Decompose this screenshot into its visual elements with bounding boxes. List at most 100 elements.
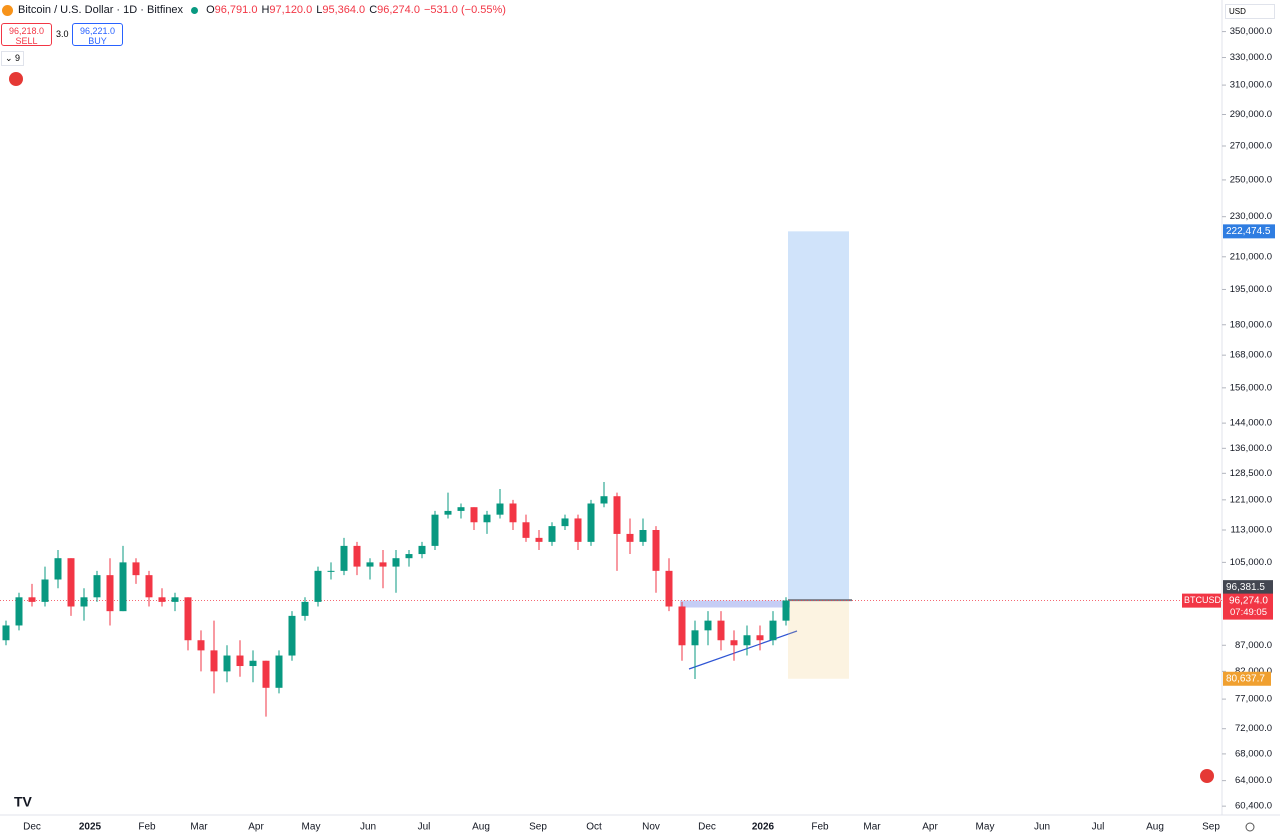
sell-label: SELL [15, 36, 38, 46]
x-tick-label: Dec [698, 822, 716, 833]
y-tick-label: 350,000.0 [1230, 26, 1272, 37]
candle-body [119, 562, 127, 612]
candle-body [470, 507, 478, 523]
y-tick-label: 105,000.0 [1230, 557, 1272, 568]
alert-dot[interactable] [1200, 769, 1214, 783]
x-tick-label: Jun [1034, 822, 1050, 833]
candle-body [28, 597, 36, 602]
candle-body [262, 660, 270, 688]
candle-body [288, 615, 296, 656]
x-tick-label: Jul [418, 822, 431, 833]
y-tick-label: 210,000.0 [1230, 251, 1272, 262]
candle-body [93, 575, 101, 598]
y-tick-label: 180,000.0 [1230, 319, 1272, 330]
buy-label: BUY [88, 36, 107, 46]
candle-body [379, 562, 387, 567]
candle-body [405, 554, 413, 559]
header: Bitcoin / U.S. Dollar · 1D · Bitfinex O9… [2, 4, 510, 16]
candle-body [106, 575, 114, 612]
candle-body [704, 620, 712, 631]
y-tick-label: 168,000.0 [1230, 350, 1272, 361]
ohlc-value: 95,364.0 [322, 4, 366, 16]
currency[interactable]: USD [1225, 4, 1275, 19]
x-tick-label: Oct [586, 822, 602, 833]
y-tick-label: 128,500.0 [1230, 468, 1272, 479]
x-tick-label: 2025 [79, 822, 102, 833]
candle-body [2, 625, 10, 641]
candle-body [249, 660, 257, 667]
candle-body [691, 630, 699, 646]
candle-body [145, 575, 153, 598]
y-tick-label: 156,000.0 [1230, 382, 1272, 393]
x-tick-label: Jun [360, 822, 376, 833]
candle-body [769, 620, 777, 641]
x-tick-label: Mar [863, 822, 881, 833]
candle-body [743, 635, 751, 646]
currency-label: USD [1229, 7, 1246, 16]
spread: 3.0 [56, 29, 69, 39]
candle-body [600, 496, 608, 504]
ohlc-value: 97,120.0 [269, 4, 313, 16]
candle-body [652, 530, 660, 571]
ohlc-key: O [206, 4, 215, 16]
candle-body [756, 635, 764, 641]
y-tick-label: 77,000.0 [1235, 694, 1272, 705]
ohlc-key: L [316, 4, 323, 16]
x-tick-label: Aug [472, 822, 490, 833]
candle-body [54, 558, 62, 580]
candle-body [587, 503, 595, 542]
candle-body [457, 507, 465, 511]
y-tick-label: 330,000.0 [1230, 52, 1272, 63]
x-tick-label: Sep [529, 822, 547, 833]
candle-body [444, 510, 452, 515]
target-tag: 222,474.5 [1226, 226, 1271, 237]
indicators-toggle[interactable]: ⌄ 9 [1, 51, 25, 66]
y-tick-label: 60,400.0 [1235, 801, 1272, 812]
buy-button[interactable]: 96,221.0 BUY [72, 23, 123, 46]
y-tick-label: 68,000.0 [1235, 748, 1272, 759]
settings-icon[interactable] [1245, 822, 1255, 832]
y-tick-label: 87,000.0 [1235, 640, 1272, 651]
stop-tag: 80,637.7 [1226, 673, 1265, 684]
candle-body [132, 562, 140, 576]
candle-body [730, 640, 738, 646]
x-tick-label: 2026 [752, 822, 775, 833]
x-tick-label: Jul [1092, 822, 1105, 833]
sell-button[interactable]: 96,218.0 SELL [1, 23, 52, 46]
candle-body [392, 558, 400, 567]
candle-body [639, 530, 647, 542]
target-tag-bg [1223, 224, 1275, 239]
candle-body [314, 570, 322, 602]
candle-body [548, 526, 556, 542]
indicators-count: 9 [15, 53, 21, 63]
candle-body [184, 597, 192, 641]
logo: TV [14, 794, 33, 810]
candle-body [301, 601, 309, 616]
y-tick-label: 72,000.0 [1235, 723, 1272, 734]
ohlc-value: −531.0 (−0.55%) [423, 4, 506, 16]
target-zone [788, 231, 849, 601]
candle-body [522, 522, 530, 538]
candle-body [483, 514, 491, 523]
candle-body [80, 597, 88, 607]
x-tick-label: Apr [922, 822, 938, 833]
candle-body [561, 518, 569, 527]
y-tick-label: 144,000.0 [1230, 418, 1272, 429]
candle-body [158, 597, 166, 602]
entry-tag: 96,381.5 [1226, 582, 1265, 593]
buy-price: 96,221.0 [79, 26, 116, 36]
stop-zone [788, 600, 849, 679]
candle-body [210, 650, 218, 672]
x-tick-label: Sep [1202, 822, 1220, 833]
candle-body [496, 503, 504, 515]
candle-body [340, 545, 348, 571]
x-tick-label: Nov [642, 822, 660, 833]
candle-body [574, 518, 582, 542]
candle-body [236, 655, 244, 667]
status-dot [191, 6, 199, 14]
candle-body [431, 514, 439, 546]
x-tick-label: May [976, 822, 995, 833]
alert-dot[interactable] [9, 72, 23, 86]
